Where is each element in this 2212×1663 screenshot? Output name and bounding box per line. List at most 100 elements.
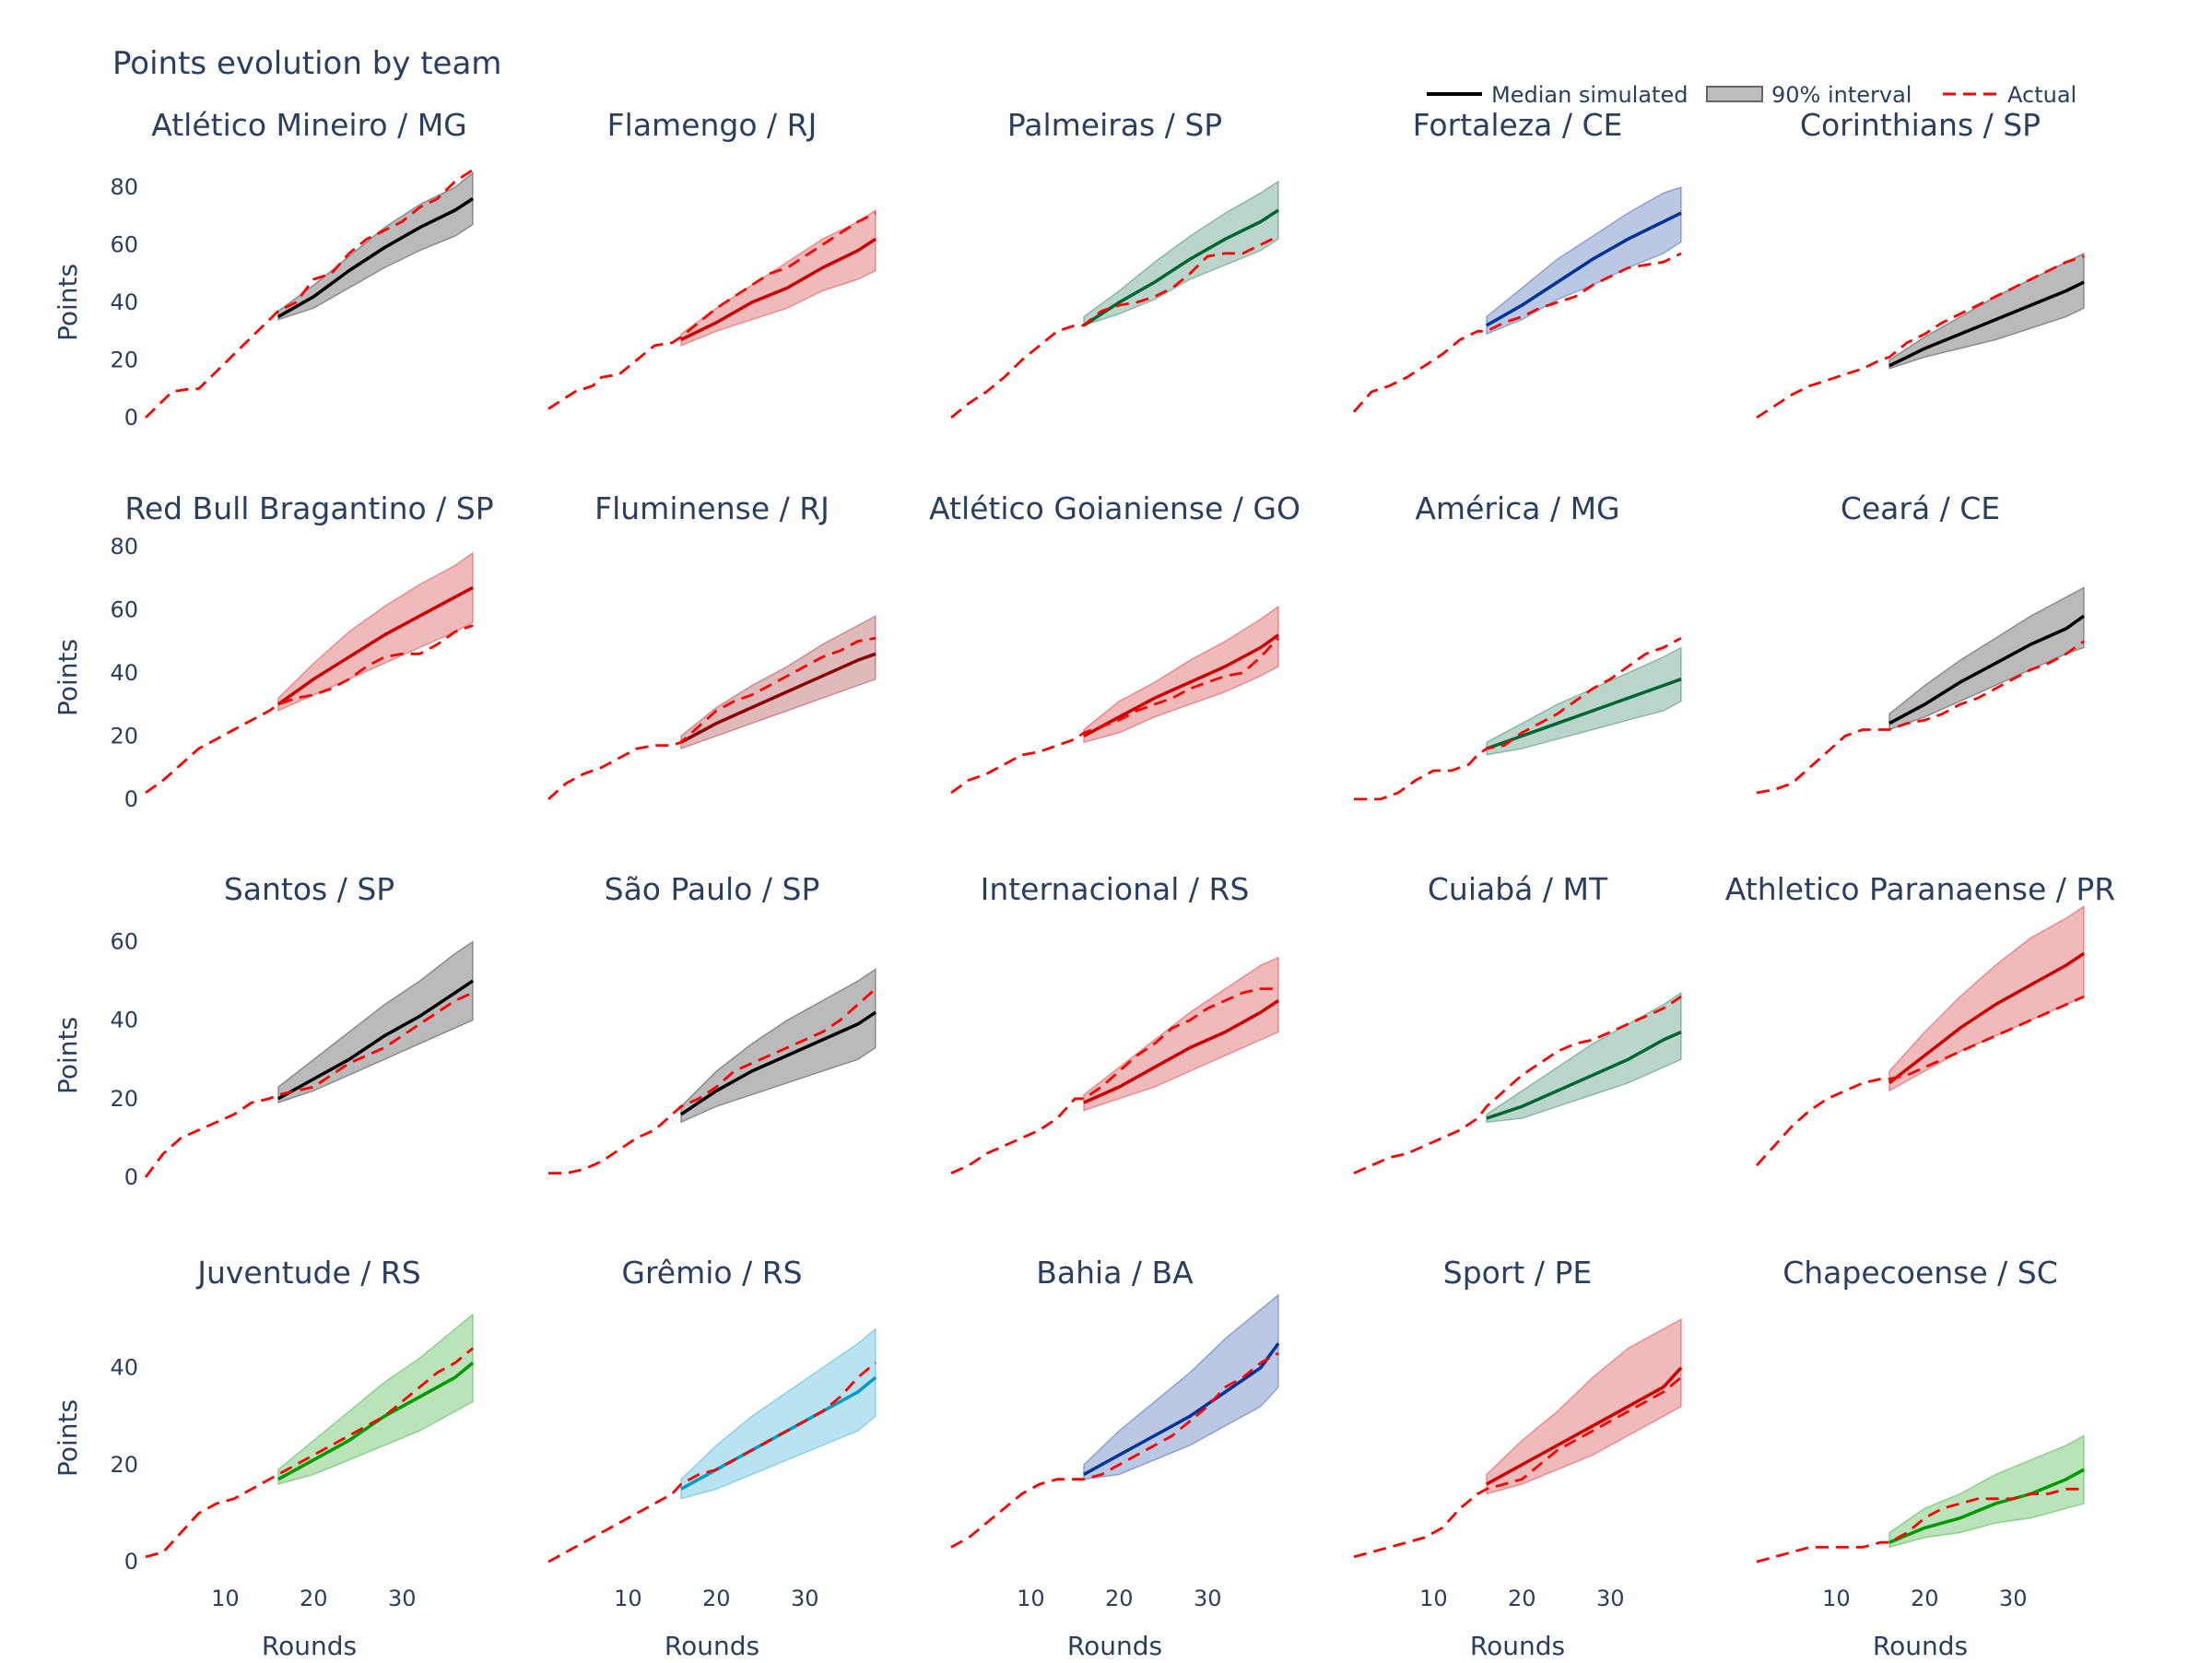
x-tick-label: 20 bbox=[300, 1586, 328, 1611]
panel: Sport / PE 10 20 30 Rounds bbox=[1353, 1255, 1683, 1661]
x-axis-title: Rounds bbox=[1873, 1631, 1968, 1659]
x-tick-label: 10 bbox=[1017, 1586, 1045, 1611]
x-tick-label: 30 bbox=[388, 1586, 417, 1611]
y-tick-label: 60 bbox=[110, 596, 138, 622]
panel: Juventude / RS 0 20 40 Points 10 20 30 Rounds bbox=[53, 1255, 475, 1661]
legend-label: Actual bbox=[2007, 82, 2077, 108]
median-line bbox=[277, 1362, 475, 1481]
median-line bbox=[1888, 951, 2085, 1085]
interval-band bbox=[277, 171, 474, 321]
x-tick-label: 10 bbox=[1419, 1586, 1448, 1611]
interval-band bbox=[1486, 646, 1682, 756]
actual-line bbox=[950, 637, 1280, 795]
x-tick-label: 30 bbox=[791, 1586, 819, 1611]
y-tick-label: 60 bbox=[110, 929, 138, 955]
median-line bbox=[1888, 614, 2086, 725]
median-line bbox=[1083, 633, 1280, 737]
panel: Santos / SP 0 20 40 60 Points bbox=[53, 871, 474, 1190]
panel: Red Bull Bragantino / SP 0 20 40 60 80 Points bbox=[53, 490, 494, 812]
actual-line bbox=[1353, 995, 1682, 1174]
interval-band bbox=[1083, 956, 1279, 1112]
median-line bbox=[1083, 1342, 1280, 1477]
panel-title: Red Bull Bragantino / SP bbox=[124, 490, 493, 526]
panel-title: Bahia / BA bbox=[1036, 1255, 1194, 1291]
y-tick-label: 80 bbox=[110, 174, 138, 200]
x-tick-label: 30 bbox=[1596, 1586, 1625, 1611]
y-tick-label: 20 bbox=[110, 723, 138, 749]
x-axis-title: Rounds bbox=[1470, 1631, 1565, 1659]
panel-title: Atlético Mineiro / MG bbox=[151, 107, 467, 143]
y-axis-title: Points bbox=[53, 1399, 83, 1477]
panel-title: Flamengo / RJ bbox=[607, 107, 818, 143]
y-tick-label: 60 bbox=[110, 232, 138, 258]
legend-item-line: Median simulated bbox=[1427, 82, 1688, 108]
panel-title: Cuiabá / MT bbox=[1428, 871, 1608, 907]
actual-line bbox=[547, 636, 877, 800]
panel-title: América / MG bbox=[1415, 490, 1619, 526]
interval-band bbox=[1888, 904, 2085, 1092]
median-line bbox=[1082, 208, 1279, 327]
y-axis-title: Points bbox=[53, 1017, 83, 1094]
median-line bbox=[1888, 1468, 2085, 1544]
actual-line bbox=[547, 211, 877, 410]
x-axis-title: Rounds bbox=[262, 1631, 357, 1659]
median-line bbox=[277, 979, 474, 1101]
page-title: Points evolution by team bbox=[112, 45, 501, 82]
panel: América / MG bbox=[1354, 490, 1682, 801]
y-tick-label: 0 bbox=[124, 1164, 138, 1190]
legend-item-band: 90% interval bbox=[1706, 82, 1912, 108]
x-tick-label: 10 bbox=[614, 1586, 642, 1611]
panel: Ceará / CE bbox=[1756, 490, 2086, 795]
panel-title: Fluminense / RJ bbox=[594, 490, 830, 526]
panel: Fortaleza / CE bbox=[1352, 107, 1682, 413]
interval-band bbox=[277, 940, 474, 1104]
x-tick-label: 30 bbox=[1999, 1586, 2028, 1611]
actual-line bbox=[145, 624, 474, 795]
legend-swatch-interval bbox=[1706, 86, 1763, 102]
interval-band bbox=[680, 1327, 877, 1500]
actual-line bbox=[1756, 1487, 2084, 1563]
panel: Cuiabá / MT bbox=[1353, 871, 1682, 1174]
y-tick-label: 20 bbox=[110, 1452, 138, 1478]
y-tick-label: 20 bbox=[110, 348, 138, 373]
x-tick-label: 10 bbox=[211, 1586, 240, 1611]
interval-band bbox=[1888, 252, 2085, 370]
x-tick-label: 20 bbox=[1911, 1586, 1939, 1611]
actual-line bbox=[144, 991, 474, 1178]
interval-band bbox=[1888, 586, 2085, 731]
median-line bbox=[680, 652, 877, 744]
panel: Grêmio / RS 10 20 30 Rounds bbox=[547, 1255, 877, 1661]
panel: Flamengo / RJ bbox=[547, 107, 877, 410]
actual-line bbox=[950, 987, 1278, 1174]
actual-line bbox=[145, 1347, 474, 1559]
x-axis-title: Rounds bbox=[1067, 1631, 1162, 1659]
panel-title: Chapecoense / SC bbox=[1783, 1255, 2058, 1291]
legend-label: 90% interval bbox=[1771, 82, 1912, 108]
y-tick-label: 40 bbox=[110, 1355, 138, 1381]
y-axis-title: Points bbox=[53, 639, 83, 716]
interval-band bbox=[1083, 180, 1279, 327]
actual-line bbox=[547, 1362, 877, 1563]
median-line bbox=[1888, 280, 2085, 368]
actual-line bbox=[1352, 252, 1682, 413]
actual-line bbox=[1354, 636, 1682, 801]
actual-line bbox=[1755, 995, 2085, 1167]
panel: São Paulo / SP bbox=[548, 871, 877, 1175]
panel-title: Sport / PE bbox=[1443, 1255, 1592, 1291]
panel-title: Internacional / RS bbox=[981, 871, 1250, 907]
panel: Atlético Mineiro / MG 0 20 40 60 80 Points bbox=[53, 107, 474, 430]
legend-item-dash: Actual bbox=[1943, 82, 2077, 108]
y-tick-label: 0 bbox=[124, 786, 138, 812]
actual-line bbox=[950, 1351, 1279, 1549]
interval-band bbox=[1888, 1434, 2085, 1549]
legend: Median simulated 90% interval Actual bbox=[1427, 82, 2077, 108]
x-tick-label: 20 bbox=[1508, 1586, 1536, 1611]
panels-grid: Atlético Mineiro / MG 0 20 40 60 80 Points Flam… bbox=[53, 107, 2115, 1661]
panel: Palmeiras / SP bbox=[950, 107, 1279, 419]
median-line bbox=[1083, 998, 1279, 1104]
interval-band bbox=[277, 1313, 474, 1485]
median-line bbox=[1486, 211, 1682, 327]
interval-band bbox=[1486, 185, 1682, 336]
